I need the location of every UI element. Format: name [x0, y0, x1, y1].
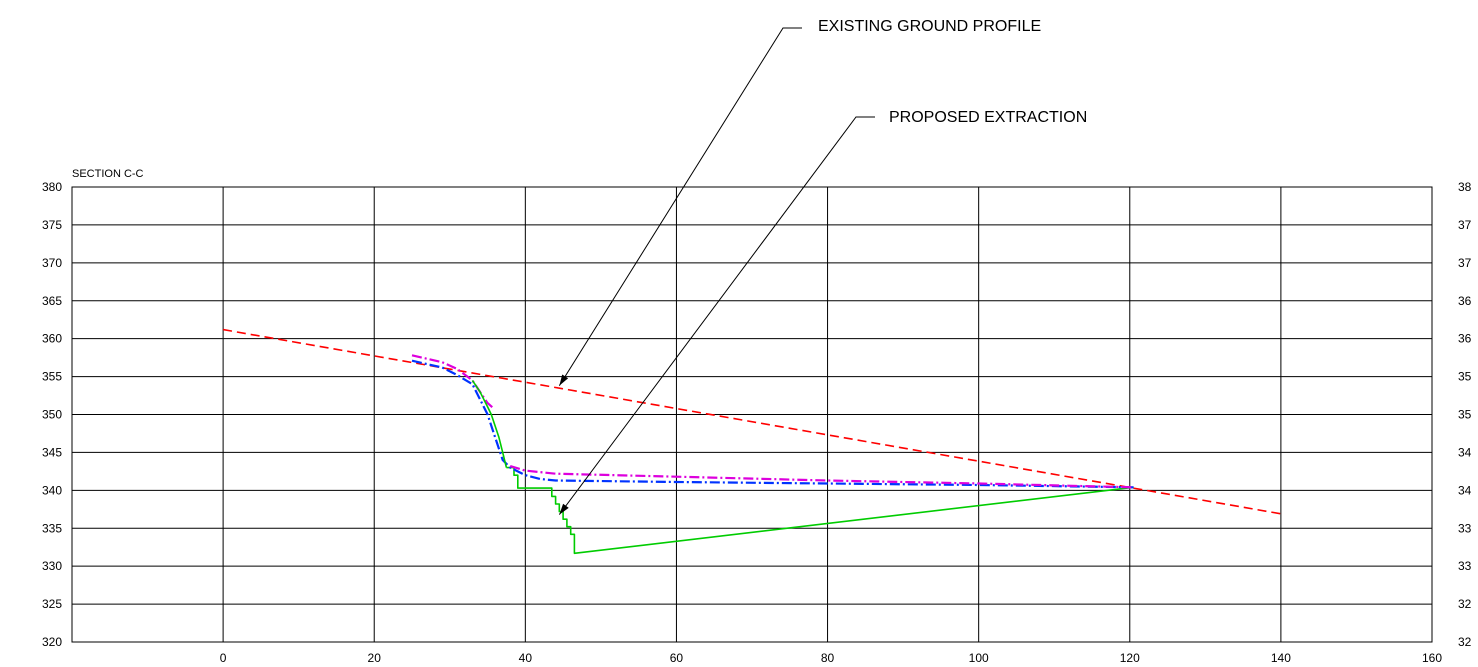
x-tick-label: 120 [1120, 651, 1140, 665]
y-tick-label-right: 36 [1458, 332, 1472, 346]
series-line-blue-profile [411, 359, 1134, 489]
arrowhead-proposed [559, 503, 569, 515]
y-tick-label-left: 325 [42, 597, 62, 611]
y-tick-label-left: 370 [42, 256, 62, 270]
y-tick-label-left: 365 [42, 294, 62, 308]
y-tick-label-right: 37 [1458, 256, 1472, 270]
leader-line-proposed [558, 116, 875, 515]
y-tick-label-right: 32 [1458, 597, 1472, 611]
chart-title: SECTION C-C [72, 168, 144, 180]
y-tick-label-right: 32 [1458, 635, 1472, 649]
x-tick-label: 140 [1271, 651, 1291, 665]
annotation-existing-ground-label: EXISTING GROUND PROFILE [818, 18, 1041, 35]
y-tick-label-right: 33 [1458, 559, 1472, 573]
y-tick-label-left: 350 [42, 408, 62, 422]
y-tick-label-left: 345 [42, 445, 62, 459]
y-tick-label-right: 33 [1458, 521, 1472, 535]
series-line-magenta-profile [411, 354, 495, 410]
leader-line-existing [558, 27, 802, 386]
annotations: SECTION C-C EXISTING GROUND PROFILE PROP… [72, 18, 1087, 515]
y-tick-label-left: 330 [42, 559, 62, 573]
y-tick-label-left: 360 [42, 332, 62, 346]
y-tick-label-right: 34 [1458, 483, 1472, 497]
annotation-proposed-extraction-label: PROPOSED EXTRACTION [889, 109, 1087, 126]
y-tick-label-right: 37 [1458, 218, 1472, 232]
tick-labels: 3803753703653603553503453403353303253203… [42, 180, 1472, 665]
y-tick-label-right: 35 [1458, 408, 1472, 422]
x-tick-label: 20 [368, 651, 382, 665]
x-tick-label: 80 [821, 651, 835, 665]
y-tick-label-left: 355 [42, 370, 62, 384]
arrowhead-existing [559, 374, 569, 386]
x-tick-label: 40 [519, 651, 533, 665]
series-line-proposed-extraction [506, 466, 1134, 555]
y-tick-label-right: 35 [1458, 370, 1472, 384]
y-tick-label-left: 320 [42, 635, 62, 649]
grid [71, 186, 1433, 643]
x-tick-label: 60 [670, 651, 684, 665]
y-tick-label-left: 340 [42, 483, 62, 497]
y-tick-label-left: 335 [42, 521, 62, 535]
y-tick-label-right: 34 [1458, 445, 1472, 459]
series-line-magenta-profile-lower [509, 465, 1134, 489]
x-tick-label: 160 [1422, 651, 1442, 665]
x-tick-label: 100 [969, 651, 989, 665]
x-tick-label: 0 [220, 651, 227, 665]
series-layer [222, 328, 1282, 555]
y-tick-label-right: 36 [1458, 294, 1472, 308]
series-line-green-slope [471, 379, 508, 468]
y-tick-label-left: 380 [42, 180, 62, 194]
y-tick-label-left: 375 [42, 218, 62, 232]
y-tick-label-right: 38 [1458, 180, 1472, 194]
series-line-existing-ground [222, 328, 1282, 515]
